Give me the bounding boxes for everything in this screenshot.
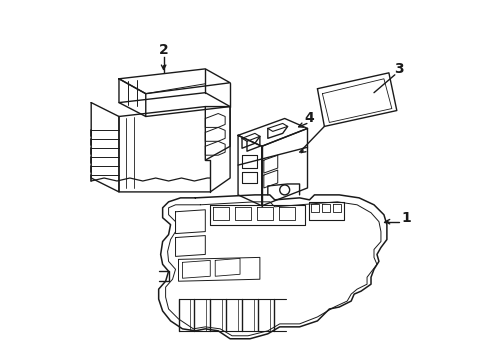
Text: 1: 1 [401, 211, 411, 225]
Text: 3: 3 [393, 62, 403, 76]
Text: 2: 2 [159, 43, 168, 57]
Text: 4: 4 [304, 112, 314, 126]
